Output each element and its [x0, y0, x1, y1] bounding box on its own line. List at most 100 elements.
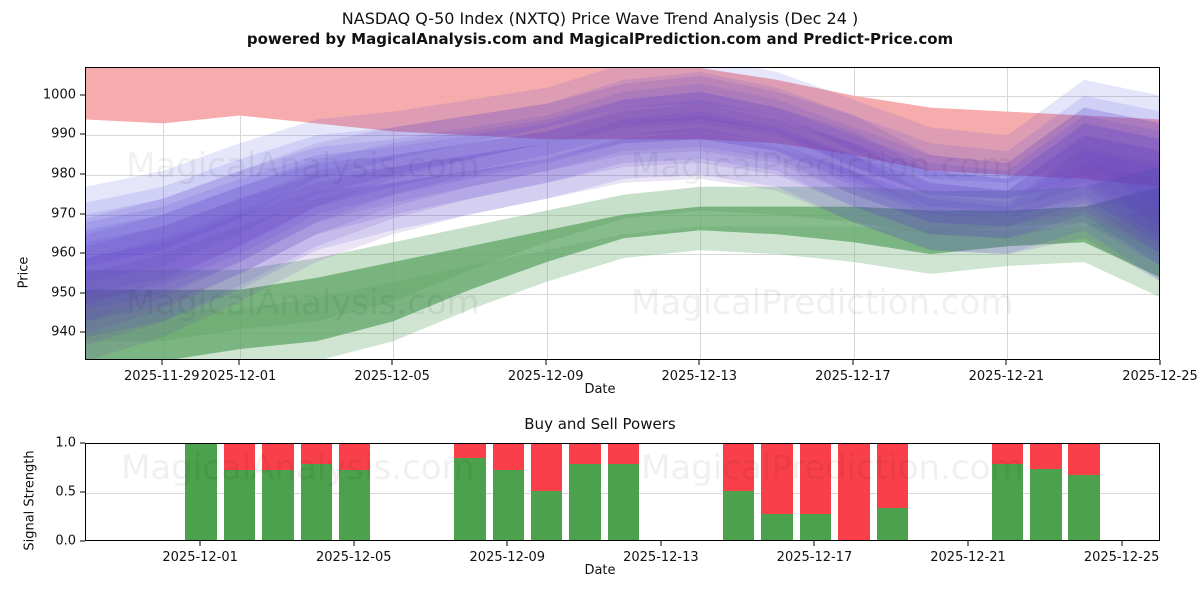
price-y-tick-mark — [80, 133, 85, 135]
buy-power-segment — [530, 491, 563, 540]
buy-sell-plot-area: MagicalAnalysis.com MagicalPrediction.com — [85, 443, 1160, 541]
price-y-tick-mark — [80, 292, 85, 294]
sell-power-segment — [569, 444, 601, 464]
price-gridline-v — [239, 68, 241, 359]
price-gridline — [86, 254, 1159, 256]
sell-power-segment — [799, 444, 832, 514]
wave-band — [86, 207, 1159, 359]
wave-band — [86, 72, 1159, 282]
price-x-tick-label: 2025-11-29 — [124, 369, 200, 384]
price-x-tick-mark — [238, 360, 240, 365]
sell-power-segment — [876, 444, 908, 508]
price-x-tick-label: 2025-12-25 — [1122, 369, 1198, 384]
signal-y-tick-mark — [80, 442, 85, 444]
sell-power-segment — [1068, 444, 1100, 476]
chart-title-block: NASDAQ Q-50 Index (NXTQ) Price Wave Tren… — [0, 8, 1200, 49]
page-title: NASDAQ Q-50 Index (NXTQ) Price Wave Tren… — [341, 9, 859, 28]
price-gridline — [86, 293, 1159, 295]
wave-band — [86, 68, 1159, 187]
buy-power-segment — [991, 463, 1024, 540]
signal-y-tick-label: 0.0 — [55, 533, 76, 549]
signal-bar[interactable] — [185, 444, 217, 540]
buy-power-segment — [223, 470, 256, 540]
price-y-tick-mark — [80, 94, 85, 96]
price-gridline-v — [162, 68, 164, 359]
price-x-tick-label: 2025-12-17 — [815, 369, 891, 384]
signal-x-tick-label: 2025-12-13 — [623, 550, 699, 565]
price-x-tick-label: 2025-12-09 — [507, 369, 584, 384]
sell-power-segment — [223, 444, 256, 471]
signal-bar[interactable] — [492, 444, 525, 540]
signal-bar[interactable] — [300, 444, 333, 540]
signal-x-axis-label: Date — [584, 563, 616, 578]
signal-x-tick-label: 2025-12-05 — [315, 550, 392, 565]
signal-bar[interactable] — [223, 444, 256, 540]
signal-bar[interactable] — [569, 444, 601, 540]
wave-band — [86, 115, 1159, 346]
price-y-tick-label: 980 — [51, 166, 76, 182]
signal-bar[interactable] — [1068, 444, 1100, 540]
price-x-tick-mark — [391, 360, 393, 365]
signal-y-tick-mark — [80, 491, 85, 493]
sell-power-segment — [761, 444, 793, 514]
price-x-axis-label: Date — [584, 382, 616, 397]
sell-power-segment — [300, 444, 333, 464]
signal-x-tick-mark — [967, 541, 969, 546]
signal-y-tick-mark — [80, 540, 85, 542]
price-x-tick-label: 2025-12-01 — [200, 369, 277, 384]
price-x-tick-mark — [852, 360, 854, 365]
sell-power-segment — [607, 444, 640, 464]
signal-bar[interactable] — [838, 444, 870, 540]
signal-bar[interactable] — [761, 444, 793, 540]
wave-band — [86, 99, 1159, 310]
wave-band — [86, 127, 1159, 338]
signal-bar[interactable] — [607, 444, 640, 540]
signal-bar[interactable] — [339, 444, 371, 540]
price-gridline — [86, 333, 1159, 335]
signal-bar[interactable] — [1030, 444, 1062, 540]
price-y-tick-mark — [80, 252, 85, 254]
buy-power-segment — [607, 463, 640, 540]
buy-power-segment — [722, 491, 755, 540]
sell-power-segment — [838, 444, 870, 540]
buy-power-segment — [1030, 469, 1062, 540]
price-x-tick-label: 2025-12-21 — [968, 369, 1045, 384]
signal-y-tick-label: 0.5 — [55, 484, 76, 500]
price-gridline-v — [546, 68, 548, 359]
signal-strength-axis-label: Signal Strength — [22, 450, 38, 551]
wave-band — [86, 68, 1159, 266]
signal-bar[interactable] — [991, 444, 1024, 540]
signal-bar[interactable] — [530, 444, 563, 540]
price-x-tick-label: 2025-12-13 — [661, 369, 738, 384]
sell-power-segment — [991, 444, 1024, 464]
buy-sell-panel: Buy and Sell Powers Signal Strength Magi… — [0, 415, 1200, 600]
price-gridline — [86, 174, 1159, 176]
wave-band — [86, 187, 1159, 359]
buy-power-segment — [1068, 475, 1100, 540]
price-y-tick-mark — [80, 213, 85, 214]
buy-power-segment — [492, 470, 525, 540]
price-x-tick-mark — [545, 360, 547, 365]
signal-bar[interactable] — [454, 444, 486, 540]
signal-bar[interactable] — [262, 444, 294, 540]
price-wave-panel: Price MagicalAnalysis.com MagicalPredicti… — [0, 60, 1200, 400]
buy-power-segment — [339, 470, 371, 540]
signal-bar[interactable] — [799, 444, 832, 540]
buy-power-segment — [454, 457, 486, 540]
price-y-tick-label: 940 — [51, 324, 76, 340]
buy-power-segment — [300, 463, 333, 540]
wave-band — [86, 91, 1159, 302]
wave-band — [86, 75, 1159, 306]
price-x-tick-mark — [161, 360, 163, 365]
price-y-tick-label: 990 — [51, 126, 76, 142]
buy-power-segment — [569, 463, 601, 540]
signal-x-tick-label: 2025-12-25 — [1083, 550, 1160, 565]
buy-power-segment — [761, 513, 793, 540]
wave-band — [86, 83, 1159, 294]
signal-bar[interactable] — [722, 444, 755, 540]
signal-bar[interactable] — [876, 444, 908, 540]
sell-power-segment — [530, 444, 563, 491]
signal-x-tick-mark — [1121, 541, 1123, 546]
price-gridline-v — [393, 68, 395, 359]
